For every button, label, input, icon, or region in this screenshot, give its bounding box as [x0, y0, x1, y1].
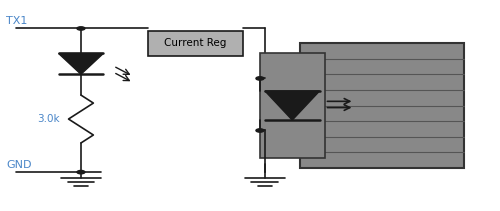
- Text: 3.0k: 3.0k: [38, 114, 60, 124]
- Text: TX1: TX1: [6, 16, 28, 26]
- Circle shape: [77, 170, 85, 174]
- Text: GND: GND: [6, 160, 32, 170]
- Bar: [300, 43, 464, 168]
- Polygon shape: [58, 53, 104, 74]
- Circle shape: [256, 77, 264, 80]
- Bar: [148, 31, 242, 55]
- Circle shape: [256, 129, 264, 132]
- Circle shape: [77, 27, 85, 30]
- Polygon shape: [265, 91, 320, 120]
- Text: Current Reg: Current Reg: [164, 38, 226, 48]
- Bar: [260, 53, 324, 158]
